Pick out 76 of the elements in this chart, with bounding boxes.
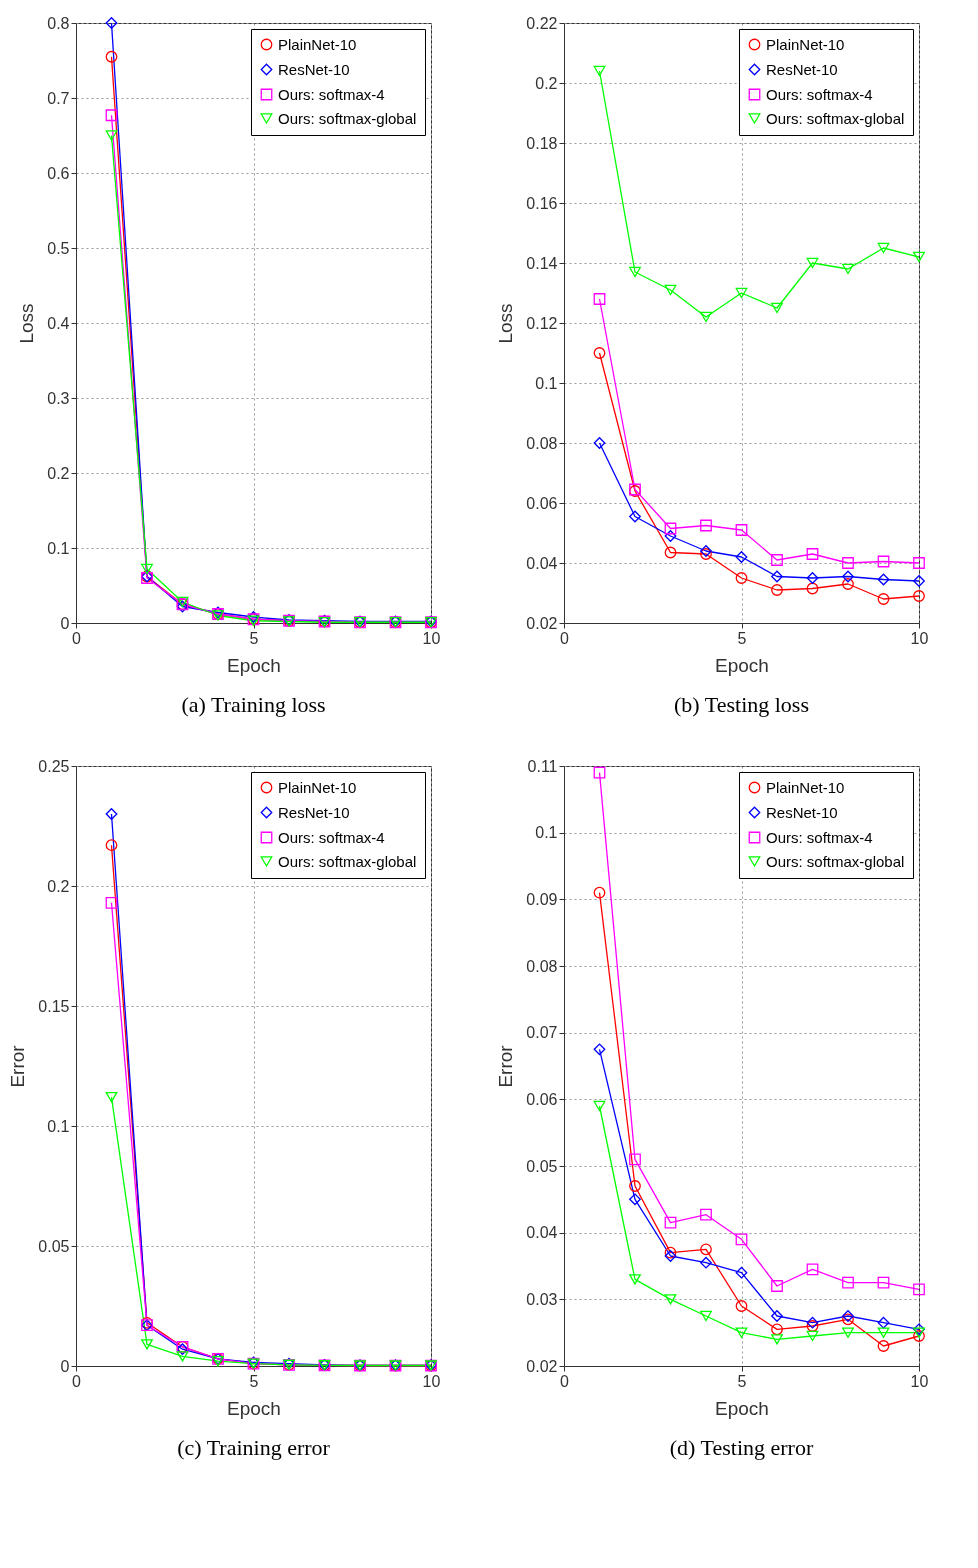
y-tick-label: 0.03	[526, 1290, 558, 1308]
y-tick-label: 0	[60, 1357, 70, 1375]
y-tick-label: 0.11	[527, 757, 558, 775]
legend-label: ResNet-10	[278, 803, 350, 821]
text: (c) Training error	[177, 1435, 331, 1460]
x-tick-label: 10	[422, 629, 441, 647]
y-tick-label: 0.07	[526, 1024, 558, 1042]
legend-label: Ours: softmax-global	[278, 109, 417, 127]
y-tick-label: 0.2	[47, 464, 70, 482]
y-tick-label: 0.22	[526, 14, 558, 32]
y-axis-title: Loss	[16, 303, 38, 344]
legend-label: PlainNet-10	[766, 778, 845, 796]
x-axis-title: Epoch	[715, 1397, 769, 1419]
x-tick-label: 10	[422, 1372, 441, 1390]
y-tick-label: 0.08	[526, 957, 558, 975]
y-tick-label: 0.12	[526, 314, 558, 332]
y-tick-label: 0.08	[526, 434, 558, 452]
x-axis-title: Epoch	[227, 1397, 281, 1419]
legend-label: Ours: softmax-4	[278, 828, 385, 846]
legend-label: Ours: softmax-global	[766, 852, 905, 870]
legend-label: ResNet-10	[766, 803, 838, 821]
legend-label: PlainNet-10	[278, 35, 357, 53]
legend-label: PlainNet-10	[278, 778, 357, 796]
legend-label: Ours: softmax-global	[766, 109, 905, 127]
text: (b) Testing loss	[674, 692, 809, 717]
y-tick-label: 0.5	[47, 239, 70, 257]
legend-label: Ours: softmax-global	[278, 852, 417, 870]
y-axis-title: Error	[7, 1044, 29, 1088]
x-tick-label: 0	[72, 1372, 82, 1390]
y-axis-title: Error	[495, 1044, 517, 1088]
text: (d) Testing error	[669, 1435, 814, 1460]
y-tick-label: 0.15	[38, 997, 70, 1015]
y-tick-label: 0.2	[47, 877, 70, 895]
y-tick-label: 0.2	[535, 74, 558, 92]
legend-label: Ours: softmax-4	[766, 85, 873, 103]
y-tick-label: 0.05	[38, 1237, 70, 1255]
y-tick-label: 0.4	[47, 314, 70, 332]
y-tick-label: 0	[60, 614, 70, 632]
y-tick-label: 0.14	[526, 254, 558, 272]
y-axis-title: Loss	[495, 303, 517, 344]
y-tick-label: 0.05	[526, 1157, 558, 1175]
y-tick-label: 0.6	[47, 164, 70, 182]
x-tick-label: 5	[249, 629, 259, 647]
legend-label: Ours: softmax-4	[766, 828, 873, 846]
x-tick-label: 10	[910, 629, 929, 647]
legend-label: ResNet-10	[766, 60, 838, 78]
y-tick-label: 0.02	[526, 614, 558, 632]
x-tick-label: 5	[737, 629, 747, 647]
y-tick-label: 0.3	[47, 389, 70, 407]
y-tick-label: 0.1	[535, 374, 558, 392]
y-tick-label: 0.09	[526, 890, 558, 908]
y-tick-label: 0.1	[47, 1117, 70, 1135]
text: (a) Training loss	[181, 692, 326, 717]
x-tick-label: 5	[737, 1372, 747, 1390]
y-tick-label: 0.18	[526, 134, 558, 152]
y-tick-label: 0.06	[526, 494, 558, 512]
y-tick-label: 0.02	[526, 1357, 558, 1375]
y-tick-label: 0.04	[526, 1224, 558, 1242]
x-tick-label: 0	[560, 1372, 570, 1390]
y-tick-label: 0.25	[38, 757, 70, 775]
y-tick-label: 0.16	[526, 194, 558, 212]
y-tick-label: 0.04	[526, 554, 558, 572]
x-tick-label: 0	[72, 629, 82, 647]
y-tick-label: 0.06	[526, 1090, 558, 1108]
x-axis-title: Epoch	[715, 654, 769, 676]
legend-label: Ours: softmax-4	[278, 85, 385, 103]
x-tick-label: 0	[560, 629, 570, 647]
x-axis-title: Epoch	[227, 654, 281, 676]
legend-label: ResNet-10	[278, 60, 350, 78]
x-tick-label: 5	[249, 1372, 259, 1390]
x-tick-label: 10	[910, 1372, 929, 1390]
y-tick-label: 0.1	[47, 539, 70, 557]
y-tick-label: 0.1	[535, 824, 558, 842]
legend-label: PlainNet-10	[766, 35, 845, 53]
y-tick-label: 0.8	[47, 14, 70, 32]
y-tick-label: 0.7	[47, 89, 70, 107]
